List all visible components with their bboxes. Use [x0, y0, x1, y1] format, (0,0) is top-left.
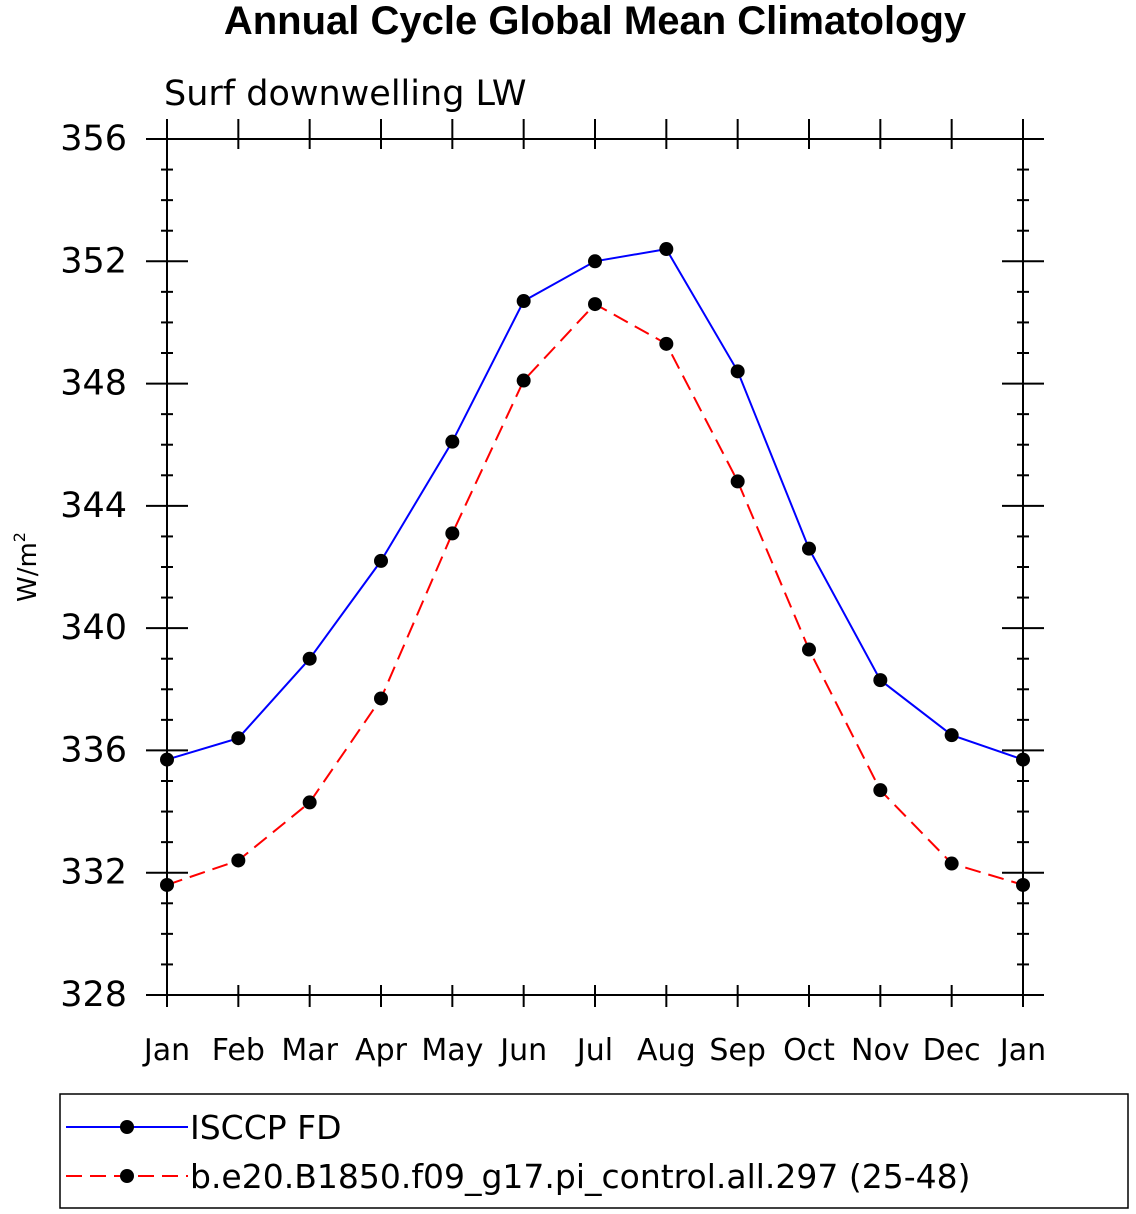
- legend-label-1: b.e20.B1850.f09_g17.pi_control.all.297 (…: [190, 1157, 971, 1196]
- series-line-1: [166, 302, 1024, 886]
- data-point: [659, 336, 674, 351]
- y-tick-label: 336: [60, 730, 127, 770]
- x-tick-label: Aug: [637, 1033, 696, 1068]
- data-point: [302, 795, 317, 810]
- legend-marker: [120, 1120, 134, 1134]
- x-tick-label: Jan: [998, 1033, 1046, 1068]
- legend-marker: [120, 1169, 134, 1183]
- chart-title: Annual Cycle Global Mean Climatology: [224, 0, 967, 43]
- data-point: [1016, 752, 1030, 767]
- y-tick-label: 356: [60, 119, 127, 159]
- y-axis-title-text: W/m: [13, 542, 43, 602]
- data-point: [802, 642, 816, 657]
- y-tick-labels: 328 332 336 340 344 348 352 356: [60, 119, 127, 1015]
- y-tick-label: 352: [60, 241, 127, 281]
- data-point: [944, 728, 959, 743]
- data-point: [374, 553, 388, 568]
- series-markers: [160, 242, 1030, 892]
- chart-subtitle: Surf downwelling LW: [164, 74, 526, 114]
- data-point: [730, 364, 745, 379]
- data-point: [802, 541, 816, 556]
- data-point: [873, 673, 888, 688]
- y-tick-label: 328: [60, 975, 127, 1015]
- x-tick-label: Jun: [498, 1033, 547, 1068]
- data-point: [659, 242, 674, 257]
- x-tick-label: Jan: [142, 1033, 190, 1068]
- x-tick-label: Feb: [212, 1033, 265, 1068]
- y-tick-label: 332: [60, 853, 127, 893]
- svg-text:W/m2: W/m2: [10, 532, 43, 602]
- data-point: [231, 853, 246, 868]
- x-tick-labels: Jan Feb Mar Apr May Jun Jul Aug Sep Oct Nov Dec Jan: [142, 1033, 1046, 1068]
- y-axis-title: W/m2: [10, 532, 43, 602]
- x-tick-label: Mar: [281, 1033, 338, 1068]
- data-point: [516, 294, 531, 309]
- y-tick-label: 348: [60, 364, 127, 404]
- axis-ticks: [146, 119, 1044, 1007]
- x-tick-label: Sep: [709, 1033, 766, 1068]
- data-point: [588, 297, 602, 312]
- x-tick-label: Nov: [851, 1033, 910, 1068]
- x-tick-label: Apr: [355, 1033, 408, 1068]
- data-point: [944, 856, 959, 871]
- data-point: [231, 731, 246, 746]
- data-point: [1016, 877, 1030, 892]
- data-point: [516, 373, 531, 388]
- y-tick-label: 344: [60, 486, 127, 526]
- series-line-0: [166, 247, 1024, 761]
- legend-box: [59, 1093, 1129, 1209]
- data-point: [160, 752, 174, 767]
- data-point: [873, 783, 888, 798]
- x-tick-label: May: [421, 1033, 483, 1068]
- data-point: [445, 434, 460, 449]
- y-tick-label: 340: [60, 608, 127, 648]
- legend: ISCCP FD b.e20.B1850.f09_g17.pi_control.a…: [66, 1108, 971, 1196]
- data-point: [730, 474, 745, 489]
- x-tick-label: Oct: [783, 1033, 835, 1068]
- x-tick-label: Jul: [575, 1033, 613, 1068]
- legend-label-0: ISCCP FD: [190, 1108, 342, 1147]
- series-lines: [166, 247, 1024, 886]
- data-point: [302, 651, 317, 666]
- data-point: [588, 254, 602, 269]
- data-point: [160, 877, 174, 892]
- data-point: [445, 526, 460, 541]
- y-axis-title-superscript: 2: [10, 532, 29, 542]
- data-point: [374, 691, 388, 706]
- x-tick-label: Dec: [923, 1033, 981, 1068]
